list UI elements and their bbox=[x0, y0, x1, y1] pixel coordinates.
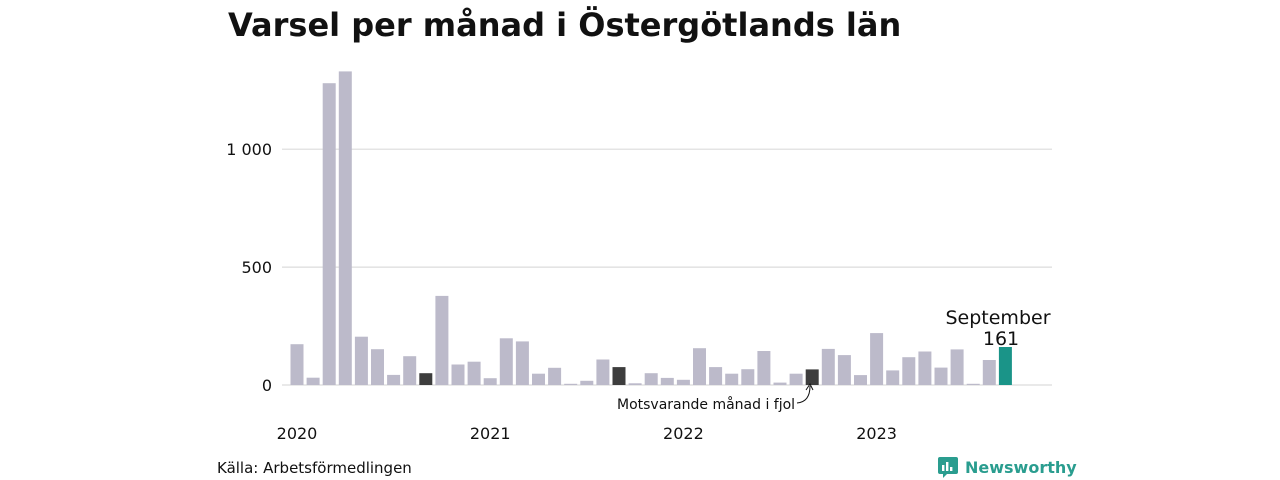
comparison-arrowhead bbox=[805, 383, 814, 391]
bar bbox=[564, 383, 578, 385]
bar bbox=[757, 351, 771, 385]
bar bbox=[821, 348, 835, 385]
current-month-label: September bbox=[945, 307, 1050, 329]
x-axis-year-labels: 2020 2021 2022 2023 bbox=[277, 424, 897, 443]
bar bbox=[709, 367, 723, 385]
gridlines bbox=[282, 148, 1052, 386]
bar bbox=[950, 349, 964, 385]
comparison-annotation-label: Motsvarande månad i fjol bbox=[617, 396, 795, 413]
bar bbox=[499, 338, 513, 385]
bar bbox=[580, 380, 594, 385]
bar bbox=[371, 349, 384, 385]
x-tick-year-label: 2020 bbox=[277, 424, 318, 443]
y-tick-label: 1 000 bbox=[226, 140, 272, 159]
bar-comparison-month bbox=[805, 369, 819, 385]
bar-comparison-month bbox=[419, 373, 433, 385]
bar bbox=[451, 364, 465, 385]
bar bbox=[403, 356, 417, 385]
chart-title: Varsel per månad i Östergötlands län bbox=[228, 6, 902, 44]
bar bbox=[918, 351, 932, 385]
bars bbox=[290, 71, 1012, 386]
bar bbox=[354, 336, 368, 385]
bar bbox=[837, 355, 851, 385]
comparison-annotation-arrow bbox=[796, 385, 811, 404]
bar bbox=[886, 370, 900, 385]
bar bbox=[741, 369, 755, 385]
bar bbox=[387, 374, 401, 385]
bar bbox=[628, 383, 642, 385]
brand-logo: Newsworthy bbox=[937, 456, 1077, 478]
bar bbox=[660, 377, 674, 385]
bar bbox=[854, 375, 867, 385]
bar bbox=[322, 83, 336, 385]
x-tick-year-label: 2023 bbox=[856, 424, 897, 443]
bar bbox=[966, 383, 980, 385]
bar bbox=[870, 333, 884, 385]
y-axis-ticks: 0 500 1 000 bbox=[226, 140, 272, 395]
bar bbox=[290, 344, 304, 385]
bar bbox=[789, 373, 803, 385]
y-tick-label: 500 bbox=[241, 258, 272, 277]
x-tick-year-label: 2021 bbox=[470, 424, 511, 443]
bar bbox=[644, 373, 658, 385]
bar bbox=[596, 359, 610, 385]
annotations: Motsvarande månad i fjol September 161 bbox=[617, 307, 1051, 413]
bar bbox=[338, 71, 352, 386]
y-tick-label: 0 bbox=[262, 376, 272, 395]
bar bbox=[934, 367, 948, 385]
current-value-label: 161 bbox=[983, 328, 1019, 350]
bar bbox=[515, 341, 529, 385]
source-note: Källa: Arbetsförmedlingen bbox=[217, 459, 412, 477]
x-tick-year-label: 2022 bbox=[663, 424, 704, 443]
bar bbox=[725, 373, 739, 385]
bar bbox=[467, 361, 481, 385]
bar-current-month bbox=[998, 347, 1012, 385]
bar bbox=[306, 377, 320, 385]
bar bbox=[548, 367, 562, 385]
bar bbox=[483, 378, 497, 385]
bar-comparison-month bbox=[612, 367, 626, 385]
bar bbox=[773, 382, 787, 385]
bar bbox=[902, 357, 916, 385]
bar bbox=[676, 379, 690, 385]
brand-name: Newsworthy bbox=[965, 457, 1077, 477]
bar bbox=[435, 295, 449, 385]
bar bbox=[693, 348, 706, 385]
bar bbox=[982, 360, 996, 385]
bar bbox=[532, 373, 545, 385]
bar-chart-logo-icon bbox=[938, 457, 958, 478]
